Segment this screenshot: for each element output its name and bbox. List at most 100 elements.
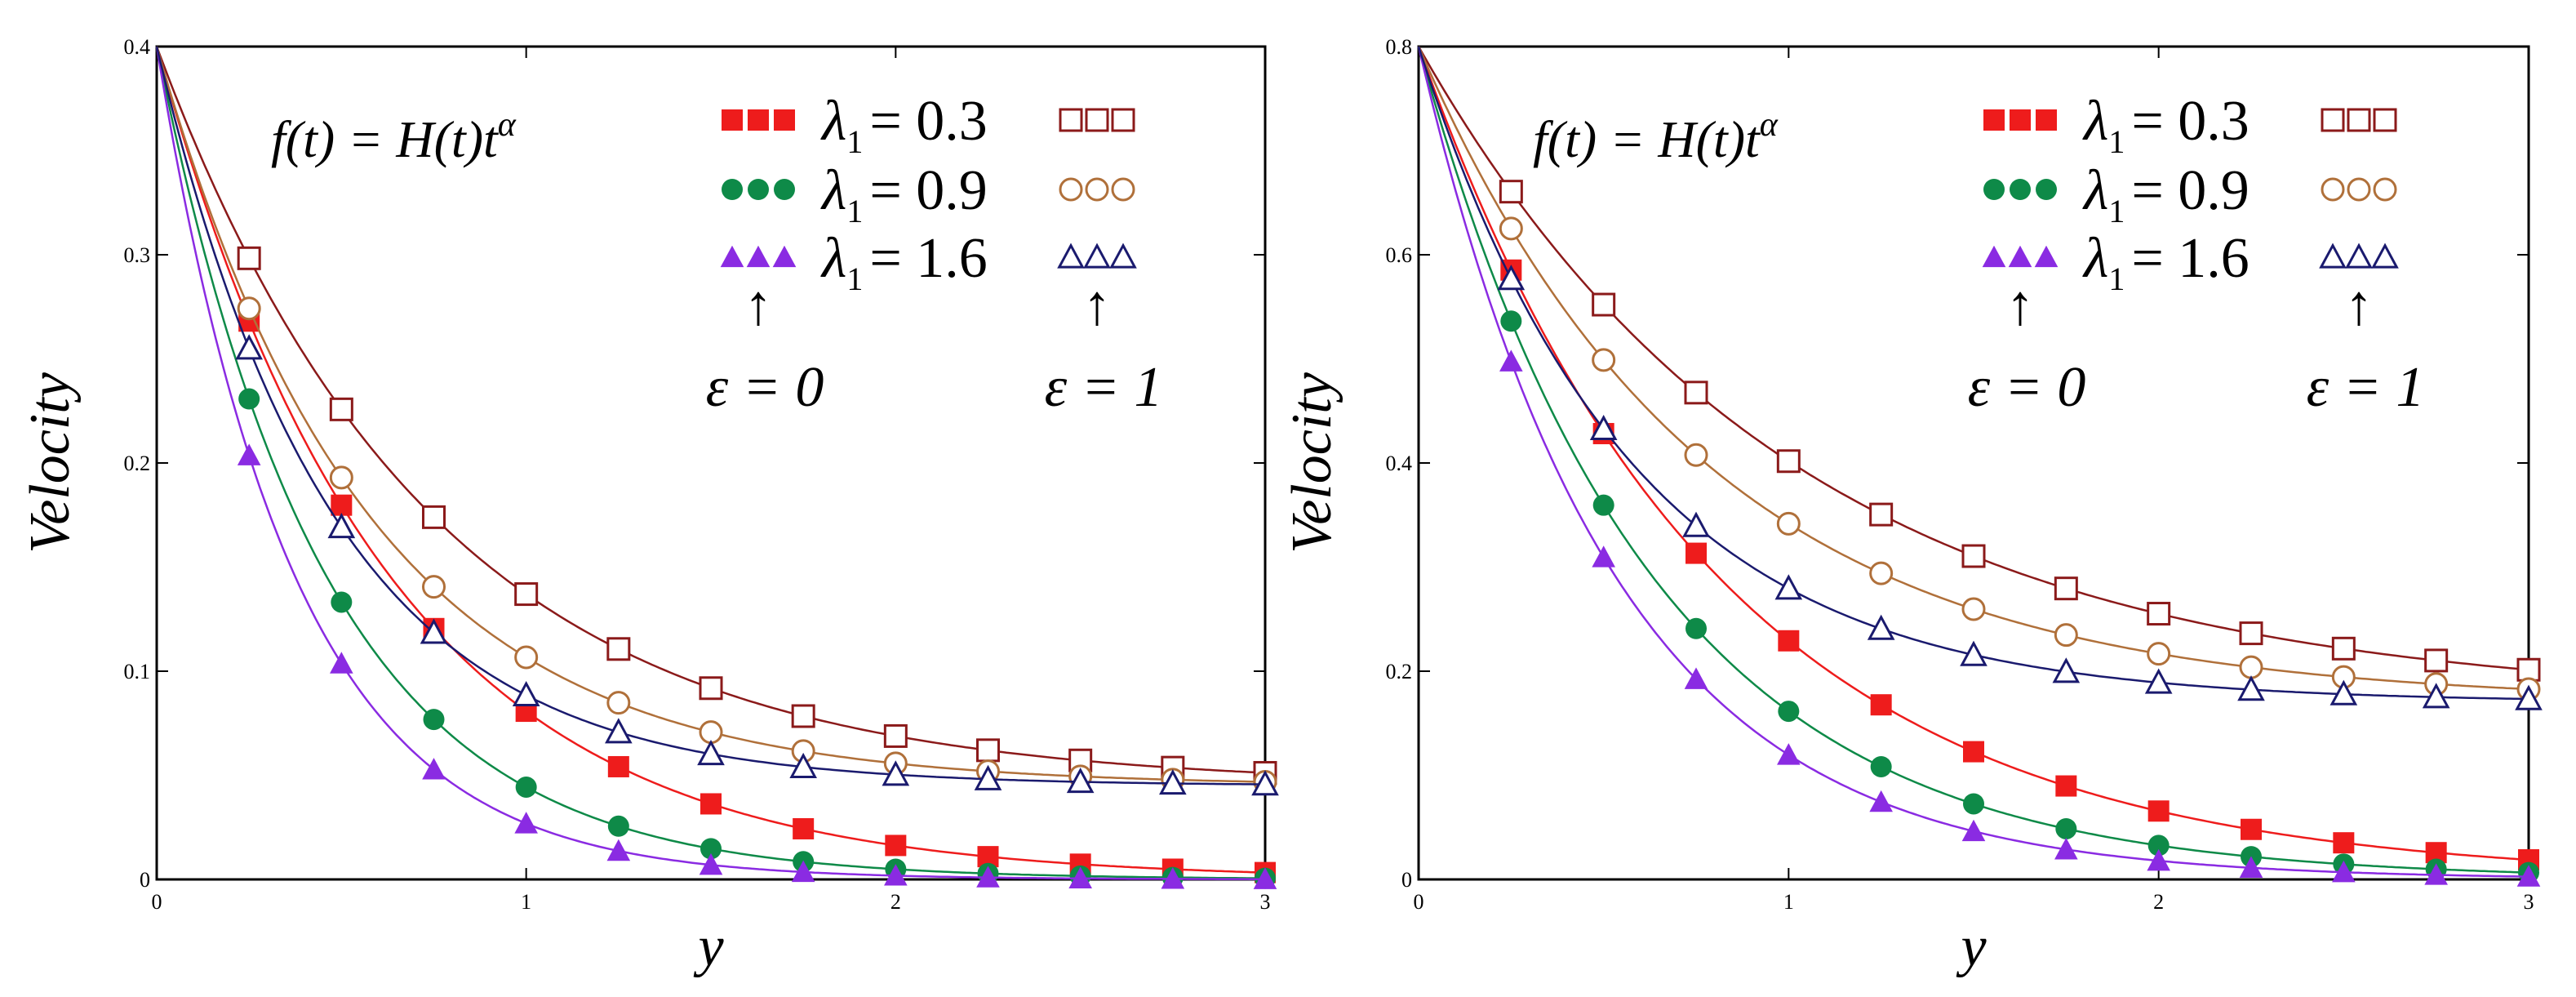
legend-marker-eps0: [722, 179, 743, 200]
data-point-marker: [606, 691, 631, 715]
data-point-marker: [700, 793, 722, 815]
legend-label: λ1 = 0.3: [820, 90, 988, 160]
data-point-marker: [2055, 775, 2077, 797]
data-point-marker: [699, 720, 723, 745]
legend-marker-eps0: [2008, 245, 2032, 268]
legend-label: λ1 = 0.9: [820, 159, 988, 229]
y-tick-label: 0: [1401, 868, 1412, 892]
data-point-marker: [2147, 602, 2171, 626]
arrow-eps0: ↑: [2006, 274, 2035, 337]
formula-superscript: α: [1760, 106, 1779, 144]
x-tick-label: 3: [1260, 890, 1271, 914]
legend-marker-eps1: [1057, 243, 1085, 269]
data-point-marker: [329, 397, 353, 421]
data-point-marker: [1870, 755, 1892, 777]
y-tick-label: 0.4: [1386, 452, 1413, 475]
data-point-marker: [607, 815, 629, 837]
data-point-marker: [237, 246, 261, 270]
data-point-marker: [1497, 265, 1526, 291]
data-point-marker: [1963, 793, 1984, 815]
legend-marker-eps1: [1059, 177, 1083, 202]
legend-marker-eps1: [2371, 243, 2399, 269]
data-point-marker: [884, 864, 908, 886]
data-point-marker: [1960, 640, 1988, 666]
data-point-marker: [327, 513, 356, 539]
legend-marker-eps1: [2347, 108, 2371, 132]
data-point-marker: [514, 812, 538, 834]
data-point-marker: [515, 776, 537, 798]
data-point-marker: [1159, 768, 1187, 795]
data-point-marker: [1592, 292, 1616, 317]
data-point-marker: [331, 494, 353, 516]
data-point-marker: [514, 582, 539, 607]
legend-lambda: λ: [820, 159, 846, 222]
data-point-marker: [606, 637, 631, 661]
data-point-marker: [791, 704, 815, 728]
arrow-eps1: ↑: [1083, 274, 1112, 337]
legend-lambda: λ: [820, 90, 846, 153]
data-point-marker: [2424, 863, 2448, 885]
data-point-marker: [1869, 790, 1893, 812]
legend-marker-eps0: [746, 245, 771, 268]
y-tick-label: 0: [140, 868, 150, 892]
series-1: [155, 46, 1276, 884]
data-point-marker: [1686, 542, 1707, 564]
data-point-marker: [2147, 848, 2170, 871]
data-point-marker: [1682, 511, 1710, 537]
data-point-marker: [1776, 449, 1801, 474]
data-point-marker: [1500, 310, 1522, 332]
legend-marker-eps0: [720, 245, 744, 268]
data-point-marker: [1778, 701, 1800, 723]
legend-marker-eps1: [1111, 177, 1135, 202]
series-3: [1417, 46, 2541, 887]
data-point-marker: [1684, 381, 1708, 405]
arrow-eps1: ↑: [2345, 274, 2374, 337]
epsilon-zero-label: ε = 0: [706, 356, 824, 419]
legend-marker-eps0: [722, 109, 743, 131]
data-point-marker: [1684, 443, 1708, 467]
legend-value: = 0.3: [869, 90, 987, 153]
data-point-marker: [1869, 561, 1894, 585]
data-point-marker: [1592, 545, 1615, 567]
data-point-marker: [882, 760, 910, 786]
legend-marker-eps0: [2010, 109, 2031, 131]
chart-panel-1: 0 1 2 3 0 0.1 0.2 0.3 0.4 y Velocity f(t) = H(t)tα λ…: [19, 35, 1279, 978]
legend-marker-eps0: [2036, 109, 2057, 131]
x-axis-title: y: [693, 915, 724, 978]
y-tick-label: 0.6: [1386, 243, 1413, 267]
x-axis-title: y: [1956, 915, 1987, 978]
data-point-marker: [697, 740, 725, 766]
data-point-marker: [2144, 668, 2173, 694]
data-point-marker: [1592, 348, 1616, 372]
data-point-marker: [1869, 502, 1894, 527]
series-3: [155, 46, 1277, 889]
legend-value: = 0.9: [2131, 159, 2249, 222]
legend-marker-eps1: [2347, 177, 2371, 202]
data-point-marker: [1253, 867, 1277, 889]
legend-lambda: λ: [2082, 159, 2108, 222]
legend-subscript: 1: [2108, 193, 2125, 229]
series-6: [1417, 46, 2543, 710]
series-line: [1417, 46, 2529, 861]
legend-marker-eps1: [1109, 243, 1137, 269]
legend-marker-eps0: [1982, 245, 2006, 268]
data-point-marker: [793, 817, 815, 839]
data-point-marker: [2239, 655, 2263, 679]
data-point-marker: [605, 718, 633, 744]
y-axis-title: Velocity: [1281, 372, 1344, 553]
data-point-marker: [885, 835, 907, 857]
series-6: [155, 46, 1279, 796]
data-point-marker: [1066, 768, 1095, 794]
data-point-marker: [331, 591, 353, 613]
data-point-marker: [789, 752, 817, 778]
data-point-marker: [976, 866, 1000, 888]
legend-marker-eps1: [2345, 243, 2373, 269]
legend-value: = 1.6: [869, 227, 987, 290]
data-point-marker: [1961, 544, 1986, 568]
legend-marker-eps1: [1085, 177, 1109, 202]
x-tick-label: 1: [521, 890, 531, 914]
legend-marker-eps1: [2373, 177, 2397, 202]
legend-marker-eps1: [1085, 108, 1109, 132]
arrow-eps0: ↑: [744, 274, 773, 337]
